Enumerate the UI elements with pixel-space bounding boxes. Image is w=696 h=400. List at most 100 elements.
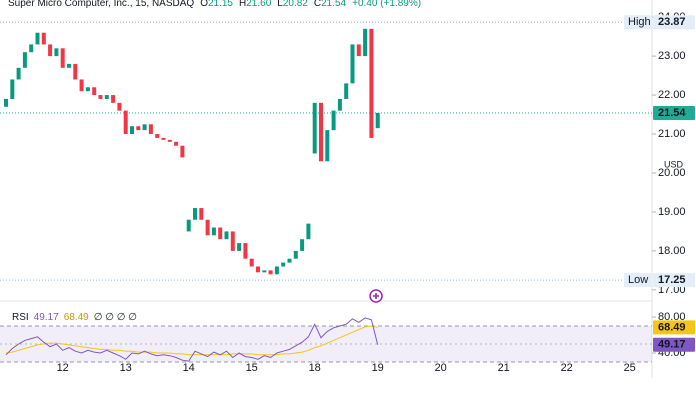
add-button[interactable] [369,289,383,303]
candle-body [111,95,116,103]
candle-body [356,44,361,57]
x-tick-label: 14 [183,362,195,374]
candle-body [29,44,34,53]
rsi-ma-value-bg [653,320,695,335]
candle-body [243,243,248,259]
candle-body [186,219,191,232]
header-line: Super Micro Computer, Inc., 15, NASDAQ O2… [8,0,421,9]
rsi-line [5,317,379,362]
rsi-legend-value: 49.17 [34,312,59,323]
low-label-bg [624,273,652,288]
candle-body [136,126,141,131]
x-tick-label: 20 [435,362,447,374]
candle-body [319,102,323,162]
rsi-legend: RSI 49.17 68.49 ∅ ∅ ∅ ∅ [12,312,137,323]
x-tick-label: 13 [120,362,132,374]
candle-body [350,44,355,84]
candle-body [98,95,103,99]
rsi-legend-placeholders: ∅ ∅ ∅ ∅ [94,312,137,323]
candle-body [161,137,166,140]
candle-body [224,231,229,240]
candle-body [142,124,147,131]
candle-body [148,124,153,135]
candle-body [331,110,336,131]
candle-body [249,258,254,267]
x-tick-label: 25 [624,362,636,374]
candle-body [41,32,46,45]
candle-body [205,219,210,236]
candle-body [256,266,260,273]
rsi-value: 49.17 [658,339,686,351]
y-tick-label: 19.00 [658,206,686,218]
ohlc-key: O [200,0,208,9]
candle-body [180,145,185,158]
candle-body [174,141,179,146]
candle-body [312,102,317,154]
rsi-line [5,325,378,356]
candle-body [67,63,71,68]
y-tick-label: 18.00 [658,245,686,257]
candle-body [79,79,84,92]
add-button-plus [373,293,379,299]
ohlc-value: 20.82 [283,0,308,9]
ohlc-key: H [239,0,246,9]
candle-body [4,98,8,107]
candle-body [375,112,380,129]
candle-body [306,223,311,240]
candle-body [155,134,160,138]
candle-body [193,208,197,220]
price-change: +0.40 (+1.89%) [352,0,421,9]
candle-body [211,227,216,236]
rsi-legend-ma: 68.49 [64,312,89,323]
candle-body [287,258,292,263]
candle-body [48,44,53,57]
candle-body [300,239,305,251]
candle-body [104,95,109,99]
high-value: 23.87 [658,16,686,28]
last-price: 21.54 [658,107,686,119]
x-tick-label: 19 [372,362,384,374]
candle-body [123,110,128,135]
candle-body [10,79,15,99]
ohlc-key: L [277,0,283,9]
candle-body [337,98,342,111]
candle-body [281,262,286,267]
candle-body [325,130,330,162]
candle-body [369,28,374,138]
low-value: 17.25 [658,274,686,286]
candle-body [60,48,65,68]
ohlc-value: 21.60 [246,0,271,9]
candle-body [293,250,298,259]
ohlc-value: 21.15 [208,0,233,9]
candle-body [73,63,78,80]
low-label: Low [628,274,648,286]
candle-body [237,243,242,251]
candle-body [363,28,368,57]
candle-body [35,32,40,45]
ohlc-key: C [314,0,321,9]
candle-body [117,102,122,111]
y-tick-label: 80.00 [658,311,686,323]
candle-body [268,270,273,275]
candle-body [16,67,21,80]
y-tick-label: 20.00 [658,167,686,179]
candle-body [92,87,97,96]
candle-body [199,208,204,220]
candle-body [85,87,90,92]
candle-body [230,231,235,251]
last-price-bg [653,105,695,120]
candle-body [167,139,172,142]
currency-label: USD [664,159,684,169]
rsi-value-bg [653,337,695,352]
x-tick-label: 22 [561,362,573,374]
symbol-name: Super Micro Computer, Inc., 15, NASDAQ [8,0,194,9]
y-tick-label: 22.00 [658,89,686,101]
candle-body [218,227,223,240]
y-tick-label: 23.00 [658,50,686,62]
high-label-bg [624,15,652,30]
y-tick-label: 21.00 [658,128,686,140]
ohlc-value: 21.54 [321,0,346,9]
high-label: High [628,16,651,28]
